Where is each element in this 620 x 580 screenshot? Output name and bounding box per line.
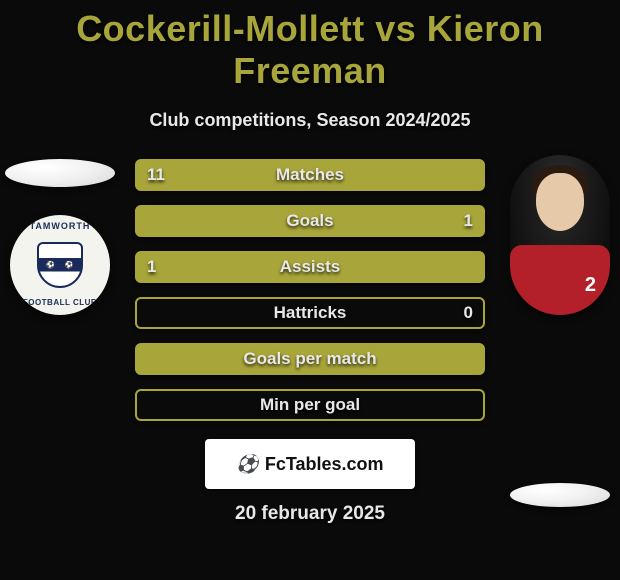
club-shield-icon: ⚽ ✕ ⚽ (37, 242, 83, 288)
comparison-stage: TAMWORTH ⚽ ✕ ⚽ FOOTBALL CLUB 2 Matches11… (0, 159, 620, 421)
left-club-badge: TAMWORTH ⚽ ✕ ⚽ FOOTBALL CLUB (10, 215, 110, 315)
site-logo-icon: ⚽ (236, 454, 258, 475)
site-badge: ⚽ FcTables.com (205, 439, 415, 489)
page-title: Cockerill-Mollett vs Kieron Freeman (0, 0, 620, 92)
site-label: FcTables.com (265, 454, 384, 475)
stat-value-right: 1 (464, 211, 473, 231)
stat-value-left: 11 (147, 165, 165, 185)
stat-bar: Hattricks 0 (135, 297, 485, 329)
stat-label: Hattricks (274, 303, 347, 323)
stat-label: Assists (280, 257, 340, 277)
club-name-bottom: FOOTBALL CLUB (23, 298, 97, 307)
stat-bar: Matches 11 (135, 159, 485, 191)
stat-value-left: 1 (147, 257, 156, 277)
stat-bar: Assists 1 (135, 251, 485, 283)
stat-bar: Goals 1 (135, 205, 485, 237)
left-column: TAMWORTH ⚽ ✕ ⚽ FOOTBALL CLUB (0, 159, 120, 315)
stat-label: Goals (286, 211, 333, 231)
right-column: 2 (500, 159, 620, 507)
stat-bars: Matches 11 Goals 1 Assists 1 Hattricks 0 Goals p… (135, 159, 485, 421)
stat-bar: Min per goal (135, 389, 485, 421)
stat-value-right: 0 (464, 303, 473, 323)
jersey-number: 2 (585, 274, 596, 297)
club-name-top: TAMWORTH (30, 221, 91, 231)
page-subtitle: Club competitions, Season 2024/2025 (0, 110, 620, 131)
left-placeholder-ellipse (5, 159, 115, 187)
stat-label: Matches (276, 165, 344, 185)
stat-bar: Goals per match (135, 343, 485, 375)
right-placeholder-ellipse (510, 483, 610, 507)
stat-label: Min per goal (260, 395, 360, 415)
right-player-photo: 2 (510, 155, 610, 315)
stat-label: Goals per match (243, 349, 376, 369)
